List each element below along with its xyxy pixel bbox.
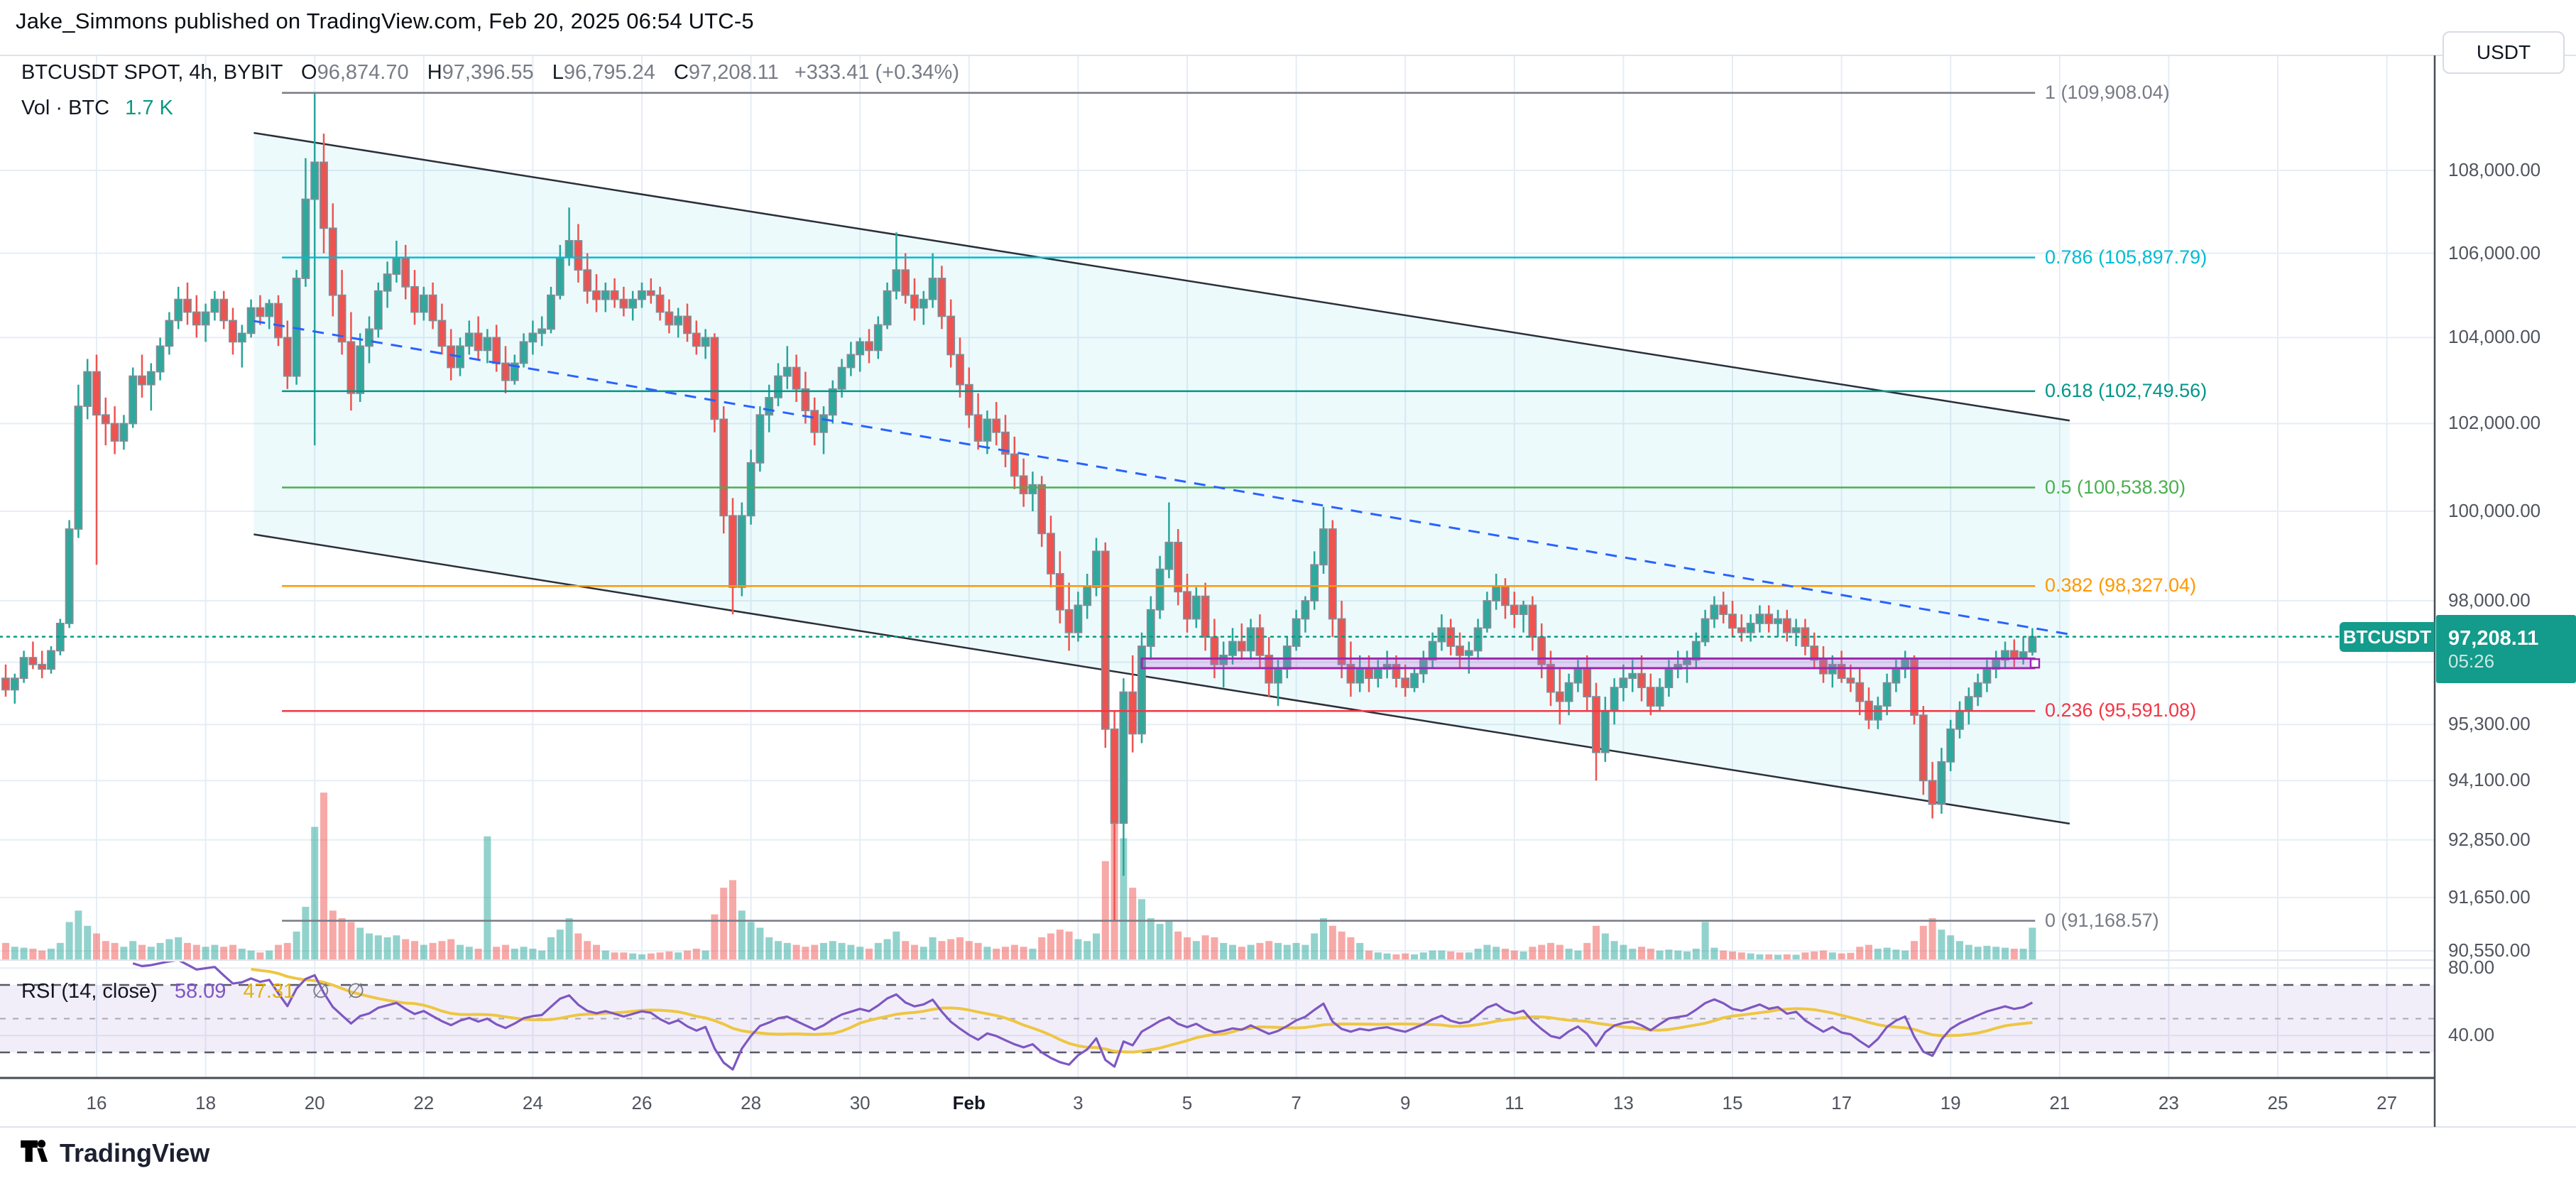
- rsi-ma-line: [251, 967, 2033, 1054]
- time-tick-label: 26: [631, 1092, 653, 1113]
- tradingview-logo-icon: [18, 1135, 51, 1171]
- support-zone-rect: [1140, 657, 2036, 670]
- symbol-legend: BTCUSDT SPOT, 4h, BYBIT O96,874.70 H97,3…: [21, 61, 959, 85]
- time-tick-label: 15: [1722, 1092, 1743, 1113]
- ohlc-close-value: 97,208.11: [688, 61, 779, 84]
- fib-level-label: 0.236 (95,591.08): [2045, 699, 2197, 721]
- tradingview-logo-link[interactable]: TradingView: [18, 1135, 209, 1171]
- price-tick-label: 102,000.00: [2448, 412, 2541, 434]
- time-tick-label: 7: [1291, 1092, 1301, 1113]
- time-tick-label: 16: [86, 1092, 107, 1113]
- time-tick-label: 18: [195, 1092, 217, 1113]
- price-tick-label: 98,000.00: [2448, 589, 2531, 611]
- bar-countdown: 05:26: [2448, 650, 2495, 672]
- volume-value: 1.7 K: [125, 97, 173, 119]
- rsi-legend: RSI (14, close) 58.09 47.31 ∅ ∅: [21, 979, 365, 1003]
- time-tick-label: 25: [2267, 1092, 2288, 1113]
- price-tick-label: 94,100.00: [2448, 769, 2531, 791]
- ohlc-close-key: C: [673, 61, 689, 84]
- zone-drag-handle[interactable]: [2029, 658, 2041, 669]
- time-tick-label: 17: [1831, 1092, 1852, 1113]
- channel-upper-line: [253, 131, 2070, 422]
- time-tick-label: 13: [1612, 1092, 1634, 1113]
- price-tick-label: 100,000.00: [2448, 500, 2541, 521]
- ohlc-low-value: 96,795.24: [563, 61, 655, 84]
- dashed-trendline: [253, 320, 2073, 636]
- time-tick-label: 9: [1399, 1092, 1411, 1113]
- time-tick-label: 20: [304, 1092, 325, 1113]
- rsi-tick-label: 40.00: [2448, 1024, 2495, 1046]
- currency-toggle-button[interactable]: USDT: [2443, 31, 2565, 74]
- fib-level-label: 0.382 (98,327.04): [2045, 574, 2197, 596]
- change-value: +333.41 (+0.34%): [794, 61, 959, 84]
- rsi-line: [132, 962, 2034, 1071]
- last-price-axis-box: 97,208.11 05:26: [2436, 615, 2576, 683]
- time-tick-label: 19: [1940, 1092, 1961, 1113]
- rsi-value: 58.09: [174, 980, 227, 1003]
- rsi-empty-icon: ∅: [346, 980, 365, 1003]
- published-header: Jake_Simmons published on TradingView.co…: [16, 9, 754, 33]
- volume-label: Vol · BTC: [21, 97, 110, 119]
- ohlc-open-value: 96,874.70: [317, 61, 409, 84]
- time-tick-label: 22: [413, 1092, 435, 1113]
- channel-lower-line: [253, 533, 2070, 825]
- ohlc-high-value: 97,396.55: [442, 61, 534, 84]
- tradingview-wordmark: TradingView: [60, 1138, 210, 1167]
- time-tick-label: 3: [1073, 1092, 1084, 1113]
- price-tick-label: 91,650.00: [2448, 886, 2531, 908]
- rsi-ma-value: 47.31: [243, 980, 295, 1003]
- time-tick-label: 30: [849, 1092, 871, 1113]
- price-tick-label: 95,300.00: [2448, 713, 2531, 735]
- fib-level-label: 0.786 (105,897.79): [2045, 246, 2207, 268]
- rsi-empty-icon: ∅: [312, 980, 330, 1003]
- time-tick-label: 5: [1181, 1092, 1193, 1113]
- ohlc-low-key: L: [552, 61, 564, 84]
- time-tick-label: 27: [2376, 1092, 2398, 1113]
- fib-level-label: 0 (91,168.57): [2045, 909, 2159, 931]
- fib-level-label: 0.618 (102,749.56): [2045, 379, 2207, 401]
- price-tick-label: 92,850.00: [2448, 828, 2531, 850]
- ohlc-high-key: H: [427, 61, 442, 84]
- last-price-value: 97,208.11: [2448, 627, 2539, 650]
- time-tick-label: 21: [2049, 1092, 2070, 1113]
- price-tick-label: 106,000.00: [2448, 241, 2541, 263]
- time-tick-label: Feb: [952, 1092, 986, 1113]
- price-tick-label: 104,000.00: [2448, 326, 2541, 348]
- price-tick-label: 108,000.00: [2448, 159, 2541, 180]
- rsi-title: RSI (14, close): [21, 980, 158, 1003]
- last-price-symbol-badge: BTCUSDT: [2340, 622, 2435, 652]
- time-tick-label: 28: [741, 1092, 762, 1113]
- ohlc-open-key: O: [301, 61, 317, 84]
- time-tick-label: 24: [522, 1092, 543, 1113]
- price-tick-label: 90,550.00: [2448, 939, 2531, 962]
- time-tick-label: 11: [1505, 1092, 1524, 1113]
- fib-level-label: 0.5 (100,538.30): [2045, 476, 2186, 498]
- volume-legend: Vol · BTC 1.7 K: [21, 97, 173, 120]
- fib-level-label: 1 (109,908.04): [2045, 81, 2170, 103]
- rsi-tick-label: 80.00: [2448, 957, 2495, 979]
- time-tick-label: 23: [2158, 1092, 2179, 1113]
- symbol-title: BTCUSDT SPOT, 4h, BYBIT: [21, 61, 283, 84]
